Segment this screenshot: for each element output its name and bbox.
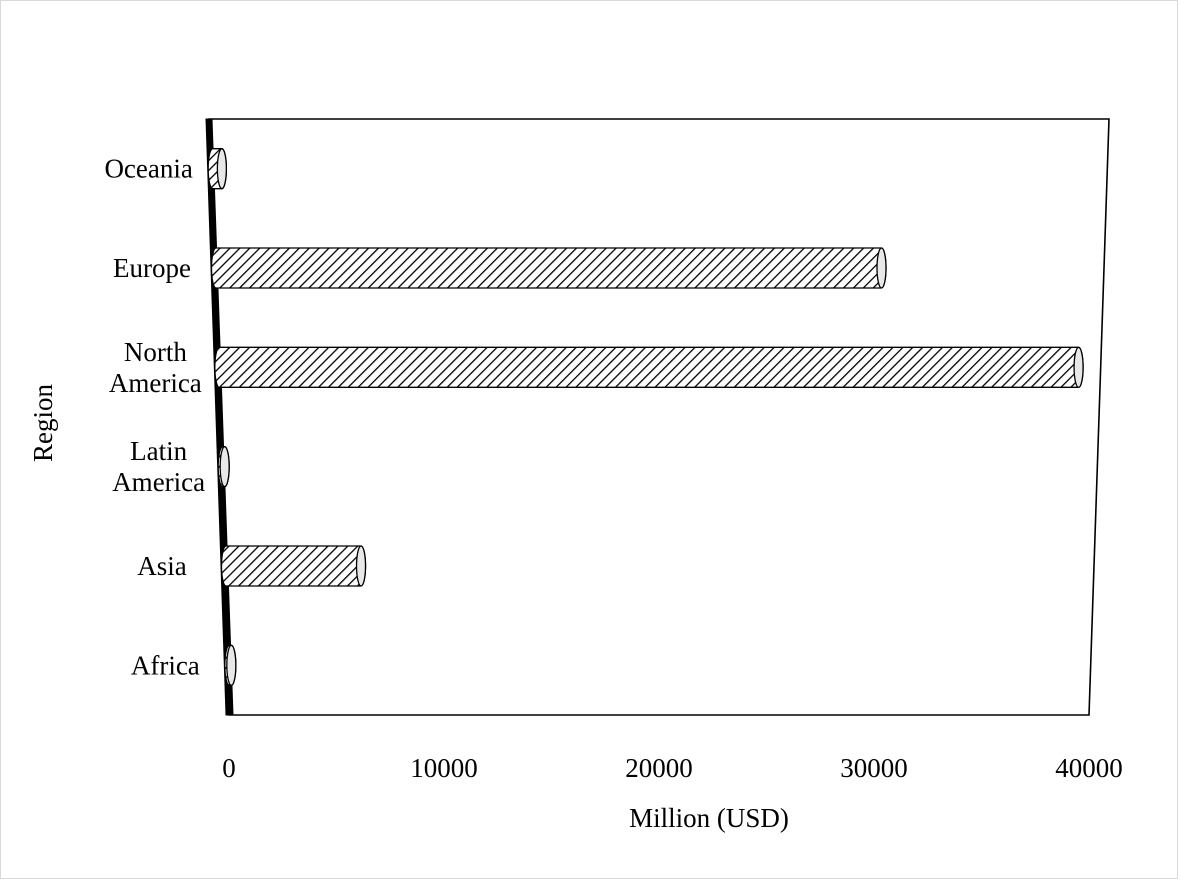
bar <box>214 346 1084 388</box>
bar-end-cap <box>216 148 228 190</box>
plot-area <box>205 118 1110 716</box>
bar <box>217 446 230 488</box>
bar <box>224 644 237 686</box>
y-tick-label: Africa <box>131 650 200 680</box>
x-tick-label: 0 <box>222 753 236 783</box>
y-tick-label: Europe <box>113 253 191 283</box>
bar-end-cap <box>226 644 237 686</box>
y-tick-label-line: Oceania <box>104 154 192 184</box>
x-tick-label: 30000 <box>840 753 908 783</box>
bar-end-cap <box>1073 346 1084 388</box>
x-axis-ticks: 0 10000 20000 30000 40000 <box>222 753 1123 783</box>
bar-body <box>210 247 887 289</box>
plot-background <box>208 118 1110 716</box>
bar <box>207 148 228 190</box>
y-axis-title: Region <box>28 384 58 462</box>
y-tick-label-line: America <box>112 467 205 497</box>
bar <box>210 247 887 289</box>
y-tick-label: Oceania <box>104 154 192 184</box>
bar-end-cap <box>219 446 230 488</box>
bar-end-cap <box>355 545 367 587</box>
y-tick-label-line: Latin <box>130 436 187 466</box>
y-tick-label: Latin America <box>112 436 205 497</box>
x-tick-label: 10000 <box>410 753 478 783</box>
bar-body <box>220 545 367 587</box>
bars-group <box>207 148 1084 686</box>
y-tick-label-line: Africa <box>131 650 200 680</box>
y-tick-label: North America <box>109 337 202 398</box>
x-axis-title: Million (USD) <box>629 803 789 833</box>
y-tick-label-line: North <box>124 337 187 367</box>
y-tick-label-line: Europe <box>113 253 191 283</box>
x-tick-label: 40000 <box>1055 753 1123 783</box>
bar-end-cap <box>876 247 887 289</box>
bar-body <box>214 346 1084 388</box>
y-tick-label: Asia <box>137 551 187 581</box>
y-tick-label-line: America <box>109 368 202 398</box>
x-tick-label: 20000 <box>625 753 693 783</box>
y-tick-label-line: Asia <box>137 551 187 581</box>
bar <box>220 545 367 587</box>
